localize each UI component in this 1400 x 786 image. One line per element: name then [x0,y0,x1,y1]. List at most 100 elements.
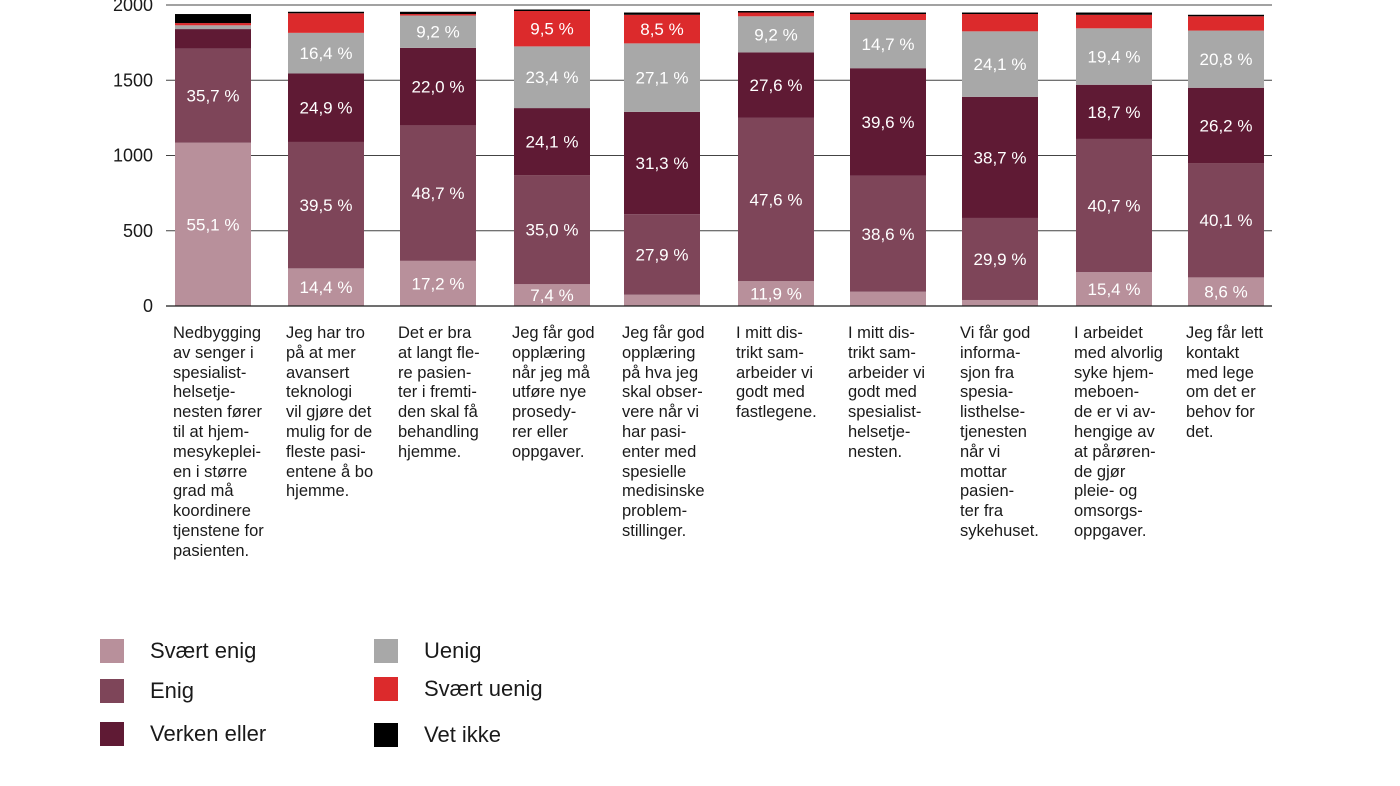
bar-segment [175,14,251,24]
legend-swatch [100,722,124,746]
data-label: 9,2 % [754,25,797,44]
bar-segment [1076,272,1152,306]
y-tick-label: 1000 [113,146,153,166]
bar-segment [514,9,590,12]
legend-item: Svært enig [100,638,256,664]
bar-segment [175,48,251,143]
bar-segment [1076,138,1152,273]
data-label: 24,9 % [300,99,353,118]
bar-segment [1188,16,1264,31]
y-tick-label: 500 [123,221,153,241]
legend-item: Svært uenig [374,676,543,702]
x-category-label: Jeg får god opplæring når jeg må utføre … [512,324,595,461]
legend-item: Verken eller [100,721,266,747]
data-label: 7,4 % [530,286,573,305]
bar-segment [962,31,1038,97]
legend-label: Uenig [424,638,482,663]
data-label: 39,6 % [862,113,915,132]
bar-segment [288,73,364,142]
data-label: 39,5 % [300,196,353,215]
bar-segment [738,16,814,53]
bar-segment [624,43,700,112]
bar-segment [1188,163,1264,278]
data-label: 9,5 % [530,20,573,39]
data-label: 31,3 % [636,154,689,173]
bar-segment [400,11,476,15]
x-category-label: I mitt dis- trikt sam- arbeider vi godt … [736,324,817,422]
data-label: 11,9 % [750,285,802,304]
legend-item: Uenig [374,638,481,664]
data-label: 8,6 % [1204,283,1247,302]
data-label: 48,7 % [412,184,465,203]
bar-segment [962,299,1038,306]
bar-segment [1188,14,1264,17]
data-label: 38,6 % [862,225,915,244]
y-tick-label: 2000 [113,0,153,15]
data-label: 40,7 % [1088,197,1141,216]
bar-segment [1076,84,1152,139]
bar-segment [1076,14,1152,29]
bar-segment [175,142,251,306]
data-label: 26,2 % [1200,116,1253,135]
legend-swatch [100,679,124,703]
bar-segment [850,291,926,306]
bar-segment [962,96,1038,218]
legend-label: Svært uenig [424,676,543,701]
x-category-label: Jeg har tro på at mer avansert teknologi… [286,324,374,501]
data-label: 47,6 % [750,191,803,210]
bar-segment [738,281,814,306]
data-label: 15,4 % [1088,280,1141,299]
x-category-label: I arbeidet med alvorlig syke hjem- meboe… [1074,324,1163,540]
bar-segment [514,46,590,109]
bar-segment [514,108,590,176]
bar-segment [175,29,251,49]
data-label: 40,1 % [1200,211,1253,230]
legend-label: Verken eller [150,721,267,746]
bar-segment [288,141,364,269]
data-label: 17,2 % [412,274,465,293]
stacked-bar-chart: 0 500 1000 1500 2000 55,1 % 35,7 % 14,4 % 39,5 … [113,0,1272,316]
bar-segment [850,12,926,15]
bar-segment [624,214,700,295]
legend-item: Vet ikke [374,722,501,748]
x-category-label: Jeg får lett kontakt med lege om det er … [1186,324,1264,441]
bar-segment [400,260,476,306]
bar-segment [738,11,814,13]
bar-segment [400,125,476,261]
bar-segment [738,52,814,118]
x-category-label: Vi får god informa- sjon fra spesia- lis… [960,324,1039,540]
data-label: 24,1 % [526,133,579,152]
bar-segment [400,14,476,16]
data-label: 18,7 % [1088,103,1141,122]
bar-segment [850,14,926,21]
data-label: 27,9 % [636,245,689,264]
y-axis-ticks: 0 500 1000 1500 2000 [113,0,153,316]
bar-segment [400,47,476,126]
data-label: 14,4 % [300,278,353,297]
bar-segment [624,12,700,15]
bar-segment [1188,277,1264,306]
data-label: 14,7 % [862,35,915,54]
bar-segment [624,111,700,215]
bar-segment [1076,28,1152,85]
bar-segment [962,217,1038,300]
y-tick-label: 0 [143,296,153,316]
bar-segment [850,68,926,176]
x-category-label: Det er bra at langt fle- re pasien- ter … [398,324,480,461]
bar-segment [850,175,926,292]
bars [175,9,1264,306]
legend-label: Vet ikke [424,722,502,747]
bar-segment [400,15,476,48]
data-label: 23,4 % [526,68,579,87]
legend-swatch [374,723,398,747]
bar-segment [288,268,364,306]
bar-segment [1076,12,1152,15]
data-label: 55,1 % [187,215,240,234]
bar-segment [962,14,1038,32]
x-category-label: Nedbygging av senger i spesialist- helse… [173,324,264,560]
data-label: 27,6 % [750,76,803,95]
legend-label: Enig [150,678,195,703]
legend-label: Svært enig [150,638,257,663]
segment-labels: 55,1 % 35,7 % 14,4 % 39,5 % 24,9 % 16,4 % 17,2… [187,20,1253,305]
legend-swatch [100,639,124,663]
